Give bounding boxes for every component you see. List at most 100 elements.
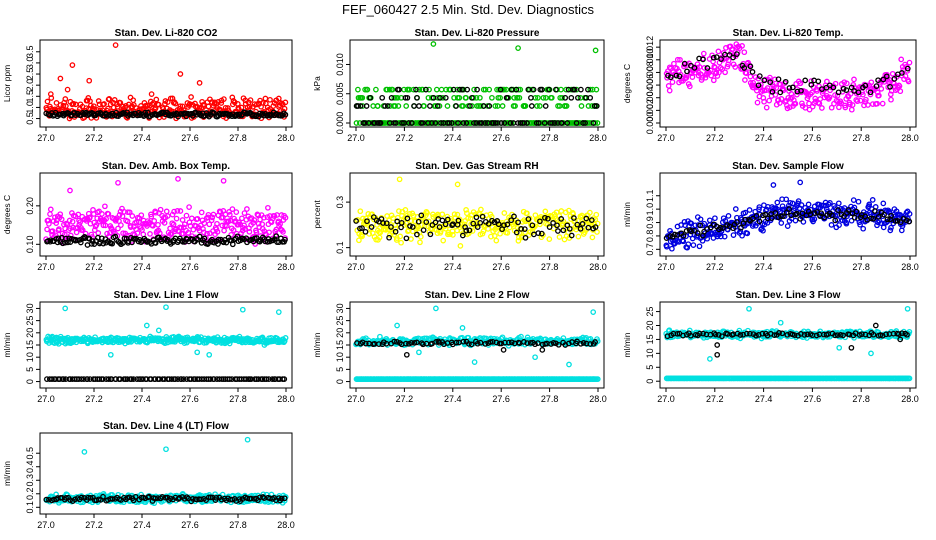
data-point [667, 74, 674, 81]
data-point [587, 86, 594, 93]
data-point [485, 226, 491, 232]
x-tick-label: 28.0 [277, 394, 295, 404]
x-tick-label: 27.2 [396, 262, 414, 272]
data-point [725, 213, 732, 219]
data-point [872, 208, 878, 214]
x-tick-label: 27.2 [85, 262, 103, 272]
data-point [571, 86, 578, 93]
data-point [719, 66, 726, 72]
x-tick-label: 27.2 [396, 133, 414, 143]
data-point [894, 218, 901, 224]
data-point [594, 338, 601, 345]
data-point [280, 229, 286, 235]
outlier-point [143, 322, 150, 329]
data-point [855, 89, 862, 96]
data-point [465, 215, 471, 222]
data-point [811, 210, 818, 216]
data-point [151, 218, 158, 224]
data-point [100, 222, 107, 229]
y-tick-label: 0.8 [645, 230, 655, 243]
data-point [761, 98, 767, 105]
data-point [273, 233, 280, 240]
data-point [832, 217, 839, 224]
y-tick-label: 5 [645, 365, 655, 370]
data-point [247, 97, 254, 103]
data-point [887, 91, 894, 98]
data-point [761, 77, 768, 84]
data-point [389, 86, 396, 93]
outlier-point [403, 351, 410, 358]
chart-title: Stan. Dev. Sample Flow [732, 161, 844, 172]
data-point [881, 211, 887, 218]
data-point [478, 120, 485, 126]
data-point [574, 338, 580, 345]
data-point [720, 225, 726, 231]
data-point [58, 336, 65, 342]
data-point [578, 86, 584, 93]
series-instrument [353, 305, 601, 368]
data-point [282, 111, 289, 118]
data-point [177, 103, 184, 110]
data-point [134, 230, 141, 236]
data-point [206, 221, 213, 228]
data-point [798, 202, 805, 208]
outlier-point [275, 309, 282, 315]
outlier-point [47, 91, 54, 97]
x-tick-label: 27.2 [85, 520, 103, 530]
y-tick-label: 0.2 [25, 488, 35, 501]
data-point [204, 230, 210, 237]
data-point [75, 376, 82, 382]
y-tick-label: 3.0 [25, 57, 35, 70]
data-point [482, 86, 489, 93]
data-point [837, 332, 844, 338]
data-point [726, 52, 733, 58]
plot-frame [349, 172, 605, 257]
x-tick-label: 27.0 [37, 262, 55, 272]
data-point [374, 103, 381, 109]
series-instrument-low [353, 376, 601, 382]
y-tick-label: 0 [645, 379, 655, 384]
data-point [851, 76, 857, 83]
data-point [715, 48, 722, 55]
y-tick-label: 0.000 [645, 112, 655, 135]
outlier-point [206, 351, 213, 358]
data-point [806, 100, 812, 107]
data-point [147, 231, 153, 237]
data-point [897, 212, 904, 218]
data-point [784, 223, 791, 229]
data-point [474, 340, 481, 347]
data-point [533, 120, 540, 126]
data-point [175, 376, 181, 382]
data-point [753, 213, 760, 219]
data-point [756, 204, 763, 210]
data-point [732, 206, 739, 212]
data-point [904, 65, 911, 72]
x-tick-label: 28.0 [277, 133, 295, 143]
data-point [580, 340, 587, 346]
data-point [555, 341, 562, 348]
data-point [67, 225, 73, 232]
data-point [376, 341, 382, 347]
data-point [575, 94, 581, 101]
data-point [548, 94, 555, 101]
x-tick-label: 27.2 [85, 394, 103, 404]
y-tick-label: 0.1 [335, 241, 345, 254]
data-point [388, 224, 394, 230]
data-point [221, 96, 227, 102]
data-point [515, 237, 522, 244]
data-point [591, 103, 598, 109]
data-point [555, 228, 561, 234]
data-point [773, 85, 780, 91]
data-point [579, 221, 586, 227]
outlier-point [435, 338, 442, 345]
data-point [128, 376, 135, 382]
data-point [797, 215, 804, 222]
x-tick-label: 27.6 [181, 520, 199, 530]
data-point [867, 91, 874, 98]
data-point [721, 233, 728, 240]
x-tick-label: 28.0 [901, 133, 919, 143]
data-point [416, 86, 423, 93]
data-point [819, 105, 825, 111]
data-point [161, 220, 168, 226]
